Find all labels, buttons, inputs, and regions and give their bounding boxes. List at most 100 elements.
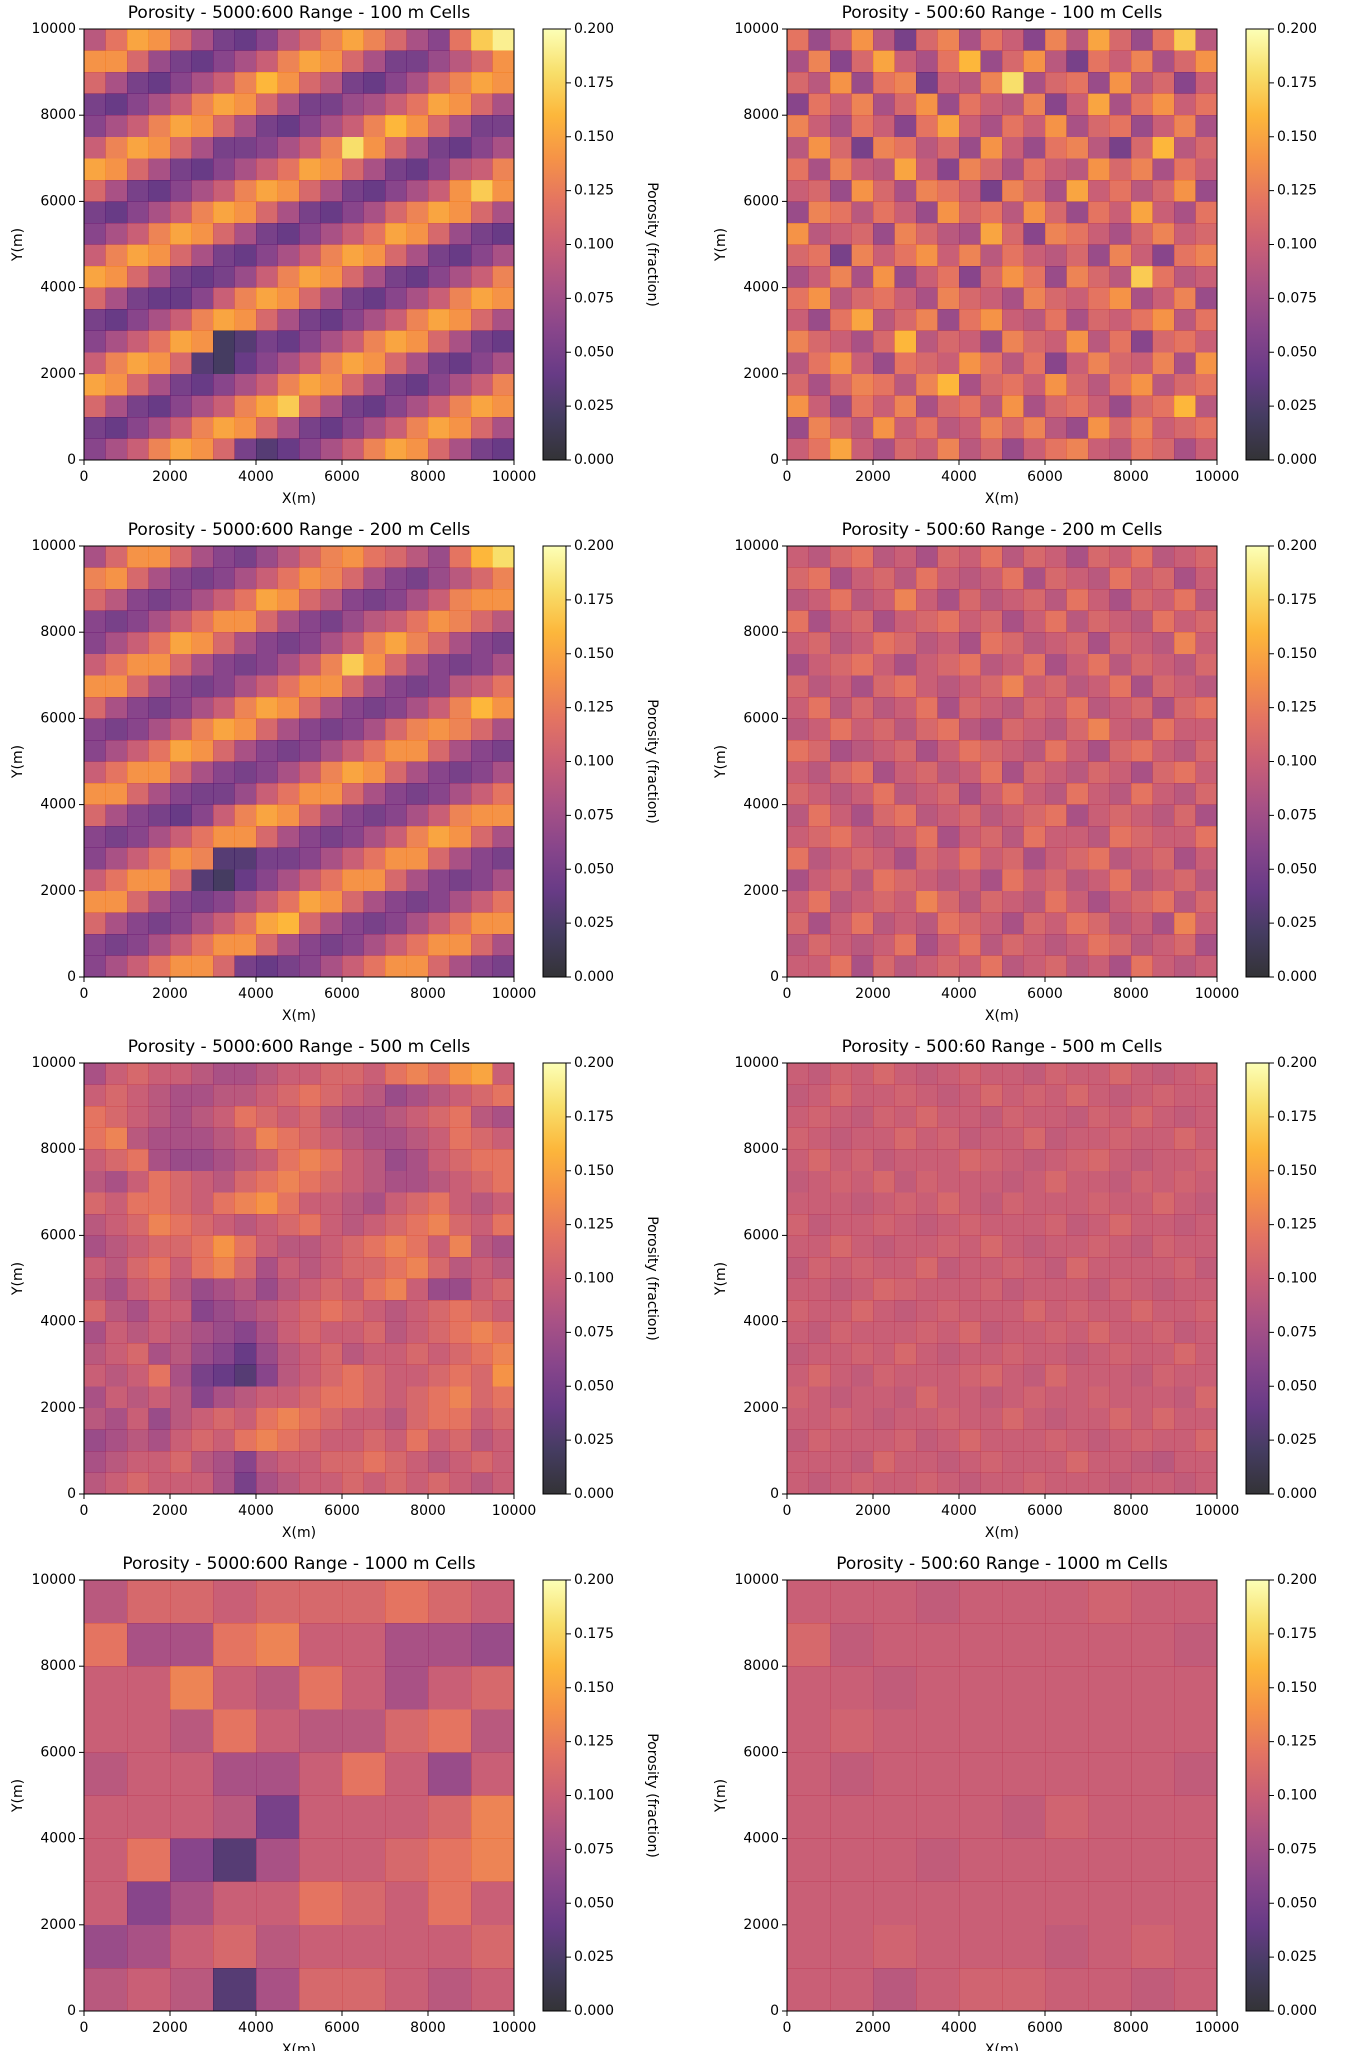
cell bbox=[1023, 1192, 1046, 1215]
cell bbox=[1109, 718, 1132, 741]
x-tick-label: 4000 bbox=[238, 469, 274, 485]
cell bbox=[105, 653, 128, 676]
cell bbox=[787, 1429, 809, 1452]
cell bbox=[937, 1343, 960, 1366]
cell bbox=[937, 610, 960, 633]
cell bbox=[256, 1752, 300, 1796]
cell bbox=[1002, 1300, 1024, 1322]
cell bbox=[234, 136, 257, 159]
cell bbox=[1002, 352, 1024, 375]
cell bbox=[213, 869, 235, 892]
cell bbox=[471, 1386, 493, 1409]
cell bbox=[787, 1924, 831, 1969]
cell bbox=[148, 675, 171, 698]
cell bbox=[277, 632, 300, 655]
cell bbox=[299, 1795, 343, 1839]
cell bbox=[937, 1127, 960, 1150]
cell bbox=[234, 783, 257, 805]
cell bbox=[191, 783, 214, 805]
cell bbox=[234, 675, 257, 698]
cell bbox=[127, 589, 149, 612]
cell bbox=[256, 287, 278, 310]
cell bbox=[234, 567, 257, 590]
cell bbox=[84, 1752, 128, 1796]
cell bbox=[851, 783, 874, 805]
cell bbox=[428, 438, 450, 461]
cell bbox=[320, 72, 343, 95]
cell bbox=[471, 847, 493, 870]
cell bbox=[428, 610, 450, 633]
cell bbox=[851, 1084, 874, 1107]
cell bbox=[449, 222, 472, 245]
cell bbox=[105, 546, 128, 568]
cell bbox=[1023, 1386, 1046, 1409]
cell bbox=[385, 29, 407, 51]
cell bbox=[148, 1063, 171, 1085]
cell bbox=[980, 1300, 1003, 1322]
cell bbox=[830, 1256, 852, 1279]
cell bbox=[256, 955, 278, 978]
cell bbox=[342, 1881, 386, 1926]
cell bbox=[84, 438, 106, 461]
cell bbox=[277, 546, 300, 568]
cell bbox=[213, 804, 235, 827]
cell bbox=[191, 1106, 214, 1129]
cell bbox=[1174, 783, 1196, 805]
cell bbox=[385, 1084, 407, 1107]
cell bbox=[851, 739, 874, 762]
cell bbox=[148, 115, 171, 138]
cell bbox=[916, 761, 938, 784]
cell bbox=[406, 804, 429, 827]
colorbar-label: Porosity (fraction) bbox=[644, 1216, 660, 1341]
y-axis-label: Y(m) bbox=[10, 1262, 26, 1296]
cell bbox=[342, 718, 364, 741]
cell bbox=[428, 1709, 472, 1753]
cell bbox=[980, 287, 1003, 310]
cell bbox=[916, 115, 938, 138]
cell bbox=[213, 309, 235, 332]
cell bbox=[1002, 1450, 1024, 1473]
cell bbox=[1109, 783, 1132, 805]
cell bbox=[256, 1256, 278, 1279]
cell bbox=[808, 136, 831, 159]
cell bbox=[299, 890, 321, 913]
cell bbox=[1152, 1106, 1175, 1129]
cell bbox=[980, 395, 1003, 418]
cell bbox=[873, 804, 895, 827]
cell bbox=[277, 136, 300, 159]
cell bbox=[342, 93, 364, 116]
cell bbox=[873, 1170, 895, 1193]
cell bbox=[84, 416, 106, 439]
cell bbox=[1088, 201, 1110, 224]
chart-title: Porosity - 500:60 Range - 500 m Cells bbox=[842, 1037, 1163, 1057]
cell bbox=[873, 201, 895, 224]
cell bbox=[1109, 416, 1132, 439]
cell bbox=[1131, 179, 1153, 202]
cell bbox=[127, 1063, 149, 1085]
cell bbox=[980, 1321, 1003, 1344]
cell bbox=[1131, 567, 1153, 590]
cell bbox=[471, 1709, 515, 1753]
cell bbox=[808, 115, 831, 138]
cell bbox=[894, 373, 917, 396]
cell bbox=[980, 1149, 1003, 1172]
cell bbox=[1023, 222, 1046, 245]
cell bbox=[959, 739, 981, 762]
cell bbox=[385, 1709, 429, 1753]
cell bbox=[191, 761, 214, 784]
cell bbox=[1174, 1149, 1196, 1172]
colorbar-tick-label: 0.200 bbox=[1277, 21, 1317, 37]
cell bbox=[851, 1213, 874, 1236]
cell bbox=[234, 416, 257, 439]
cell bbox=[277, 718, 300, 741]
cell bbox=[1109, 739, 1132, 762]
y-tick-label: 10000 bbox=[734, 1572, 779, 1588]
cell bbox=[937, 1321, 960, 1344]
y-tick-label: 8000 bbox=[40, 624, 76, 640]
cell bbox=[894, 1278, 917, 1301]
cell bbox=[1109, 1364, 1132, 1387]
cell bbox=[256, 890, 278, 913]
cell bbox=[1045, 675, 1067, 698]
cell bbox=[342, 1924, 386, 1969]
x-tick-label: 0 bbox=[783, 469, 792, 485]
